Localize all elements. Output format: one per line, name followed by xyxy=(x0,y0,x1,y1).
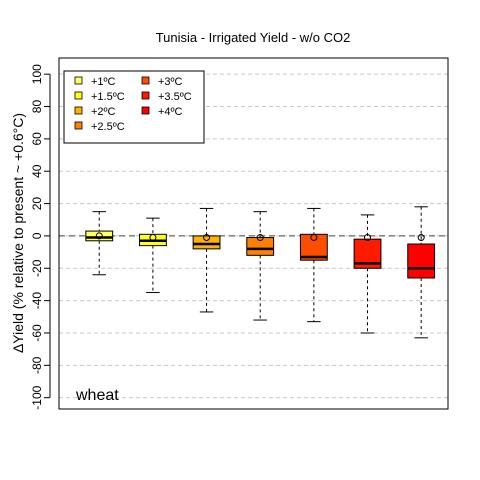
legend-label: +2.5ºC xyxy=(91,121,125,133)
y-tick-label: -60 xyxy=(30,324,44,342)
legend-swatch xyxy=(74,121,83,130)
legend-label: +1.5ºC xyxy=(91,91,125,103)
legend-label: +2ºC xyxy=(91,106,116,118)
box-group xyxy=(192,207,221,313)
y-axis-label: ΔYield (% relative to present ~ +0.6°C) xyxy=(10,113,26,353)
plot-area xyxy=(85,206,436,339)
legend-swatch xyxy=(74,91,83,100)
y-tick-label: -40 xyxy=(30,292,44,310)
box-group xyxy=(299,207,328,323)
legend-label: +4ºC xyxy=(158,106,183,118)
mean-marker xyxy=(256,234,264,242)
box xyxy=(85,230,114,242)
y-tick-label: 40 xyxy=(30,164,44,178)
chart-title: Tunisia - Irrigated Yield - w/o CO2 xyxy=(156,30,351,45)
box-group xyxy=(353,214,382,334)
legend-swatch xyxy=(141,106,150,115)
box-group xyxy=(407,206,436,339)
box-group xyxy=(246,211,275,321)
y-tick-label: 80 xyxy=(30,100,44,114)
box xyxy=(192,235,221,250)
y-axis: -100 -80 -60 -40 -20 0 20 40 60 80 100 xyxy=(30,64,51,410)
box-group xyxy=(85,211,114,276)
y-tick-label: -80 xyxy=(30,356,44,374)
y-tick-label: 100 xyxy=(30,64,44,84)
legend-label: +3.5ºC xyxy=(158,91,192,103)
box xyxy=(407,243,436,279)
mean-marker xyxy=(203,234,211,242)
legend-swatch xyxy=(74,106,83,115)
legend-swatch xyxy=(74,76,83,85)
y-tick-label: -20 xyxy=(30,259,44,277)
plot-frame xyxy=(58,57,449,410)
box-group xyxy=(138,217,167,294)
legend-swatch xyxy=(141,91,150,100)
box xyxy=(246,237,275,256)
legend-label: +1ºC xyxy=(91,76,116,88)
legend-item: +4ºC xyxy=(141,106,183,118)
legend-item: +1.5ºC xyxy=(74,91,125,103)
legend-item: +2.5ºC xyxy=(74,121,125,133)
y-tick-label: 20 xyxy=(30,197,44,211)
mean-marker xyxy=(149,234,157,242)
legend-frame xyxy=(63,70,205,144)
y-tick-label: -100 xyxy=(30,385,44,409)
legend-swatch xyxy=(141,76,150,85)
mean-marker xyxy=(95,232,103,240)
legend-item: +2ºC xyxy=(74,106,116,118)
mean-marker xyxy=(364,234,372,242)
legend-item: +1ºC xyxy=(74,76,116,88)
crop-annotation: wheat xyxy=(75,387,119,404)
legend: +1ºC +1.5ºC +2ºC +2.5ºC +3ºC +3.5ºC +4ºC xyxy=(63,70,205,144)
mean-marker xyxy=(417,234,425,242)
y-tick-label: 60 xyxy=(30,132,44,146)
mean-marker xyxy=(310,234,318,242)
legend-label: +3ºC xyxy=(158,76,183,88)
legend-item: +3.5ºC xyxy=(141,91,192,103)
y-tick-label: 0 xyxy=(30,232,44,239)
legend-item: +3ºC xyxy=(141,76,183,88)
